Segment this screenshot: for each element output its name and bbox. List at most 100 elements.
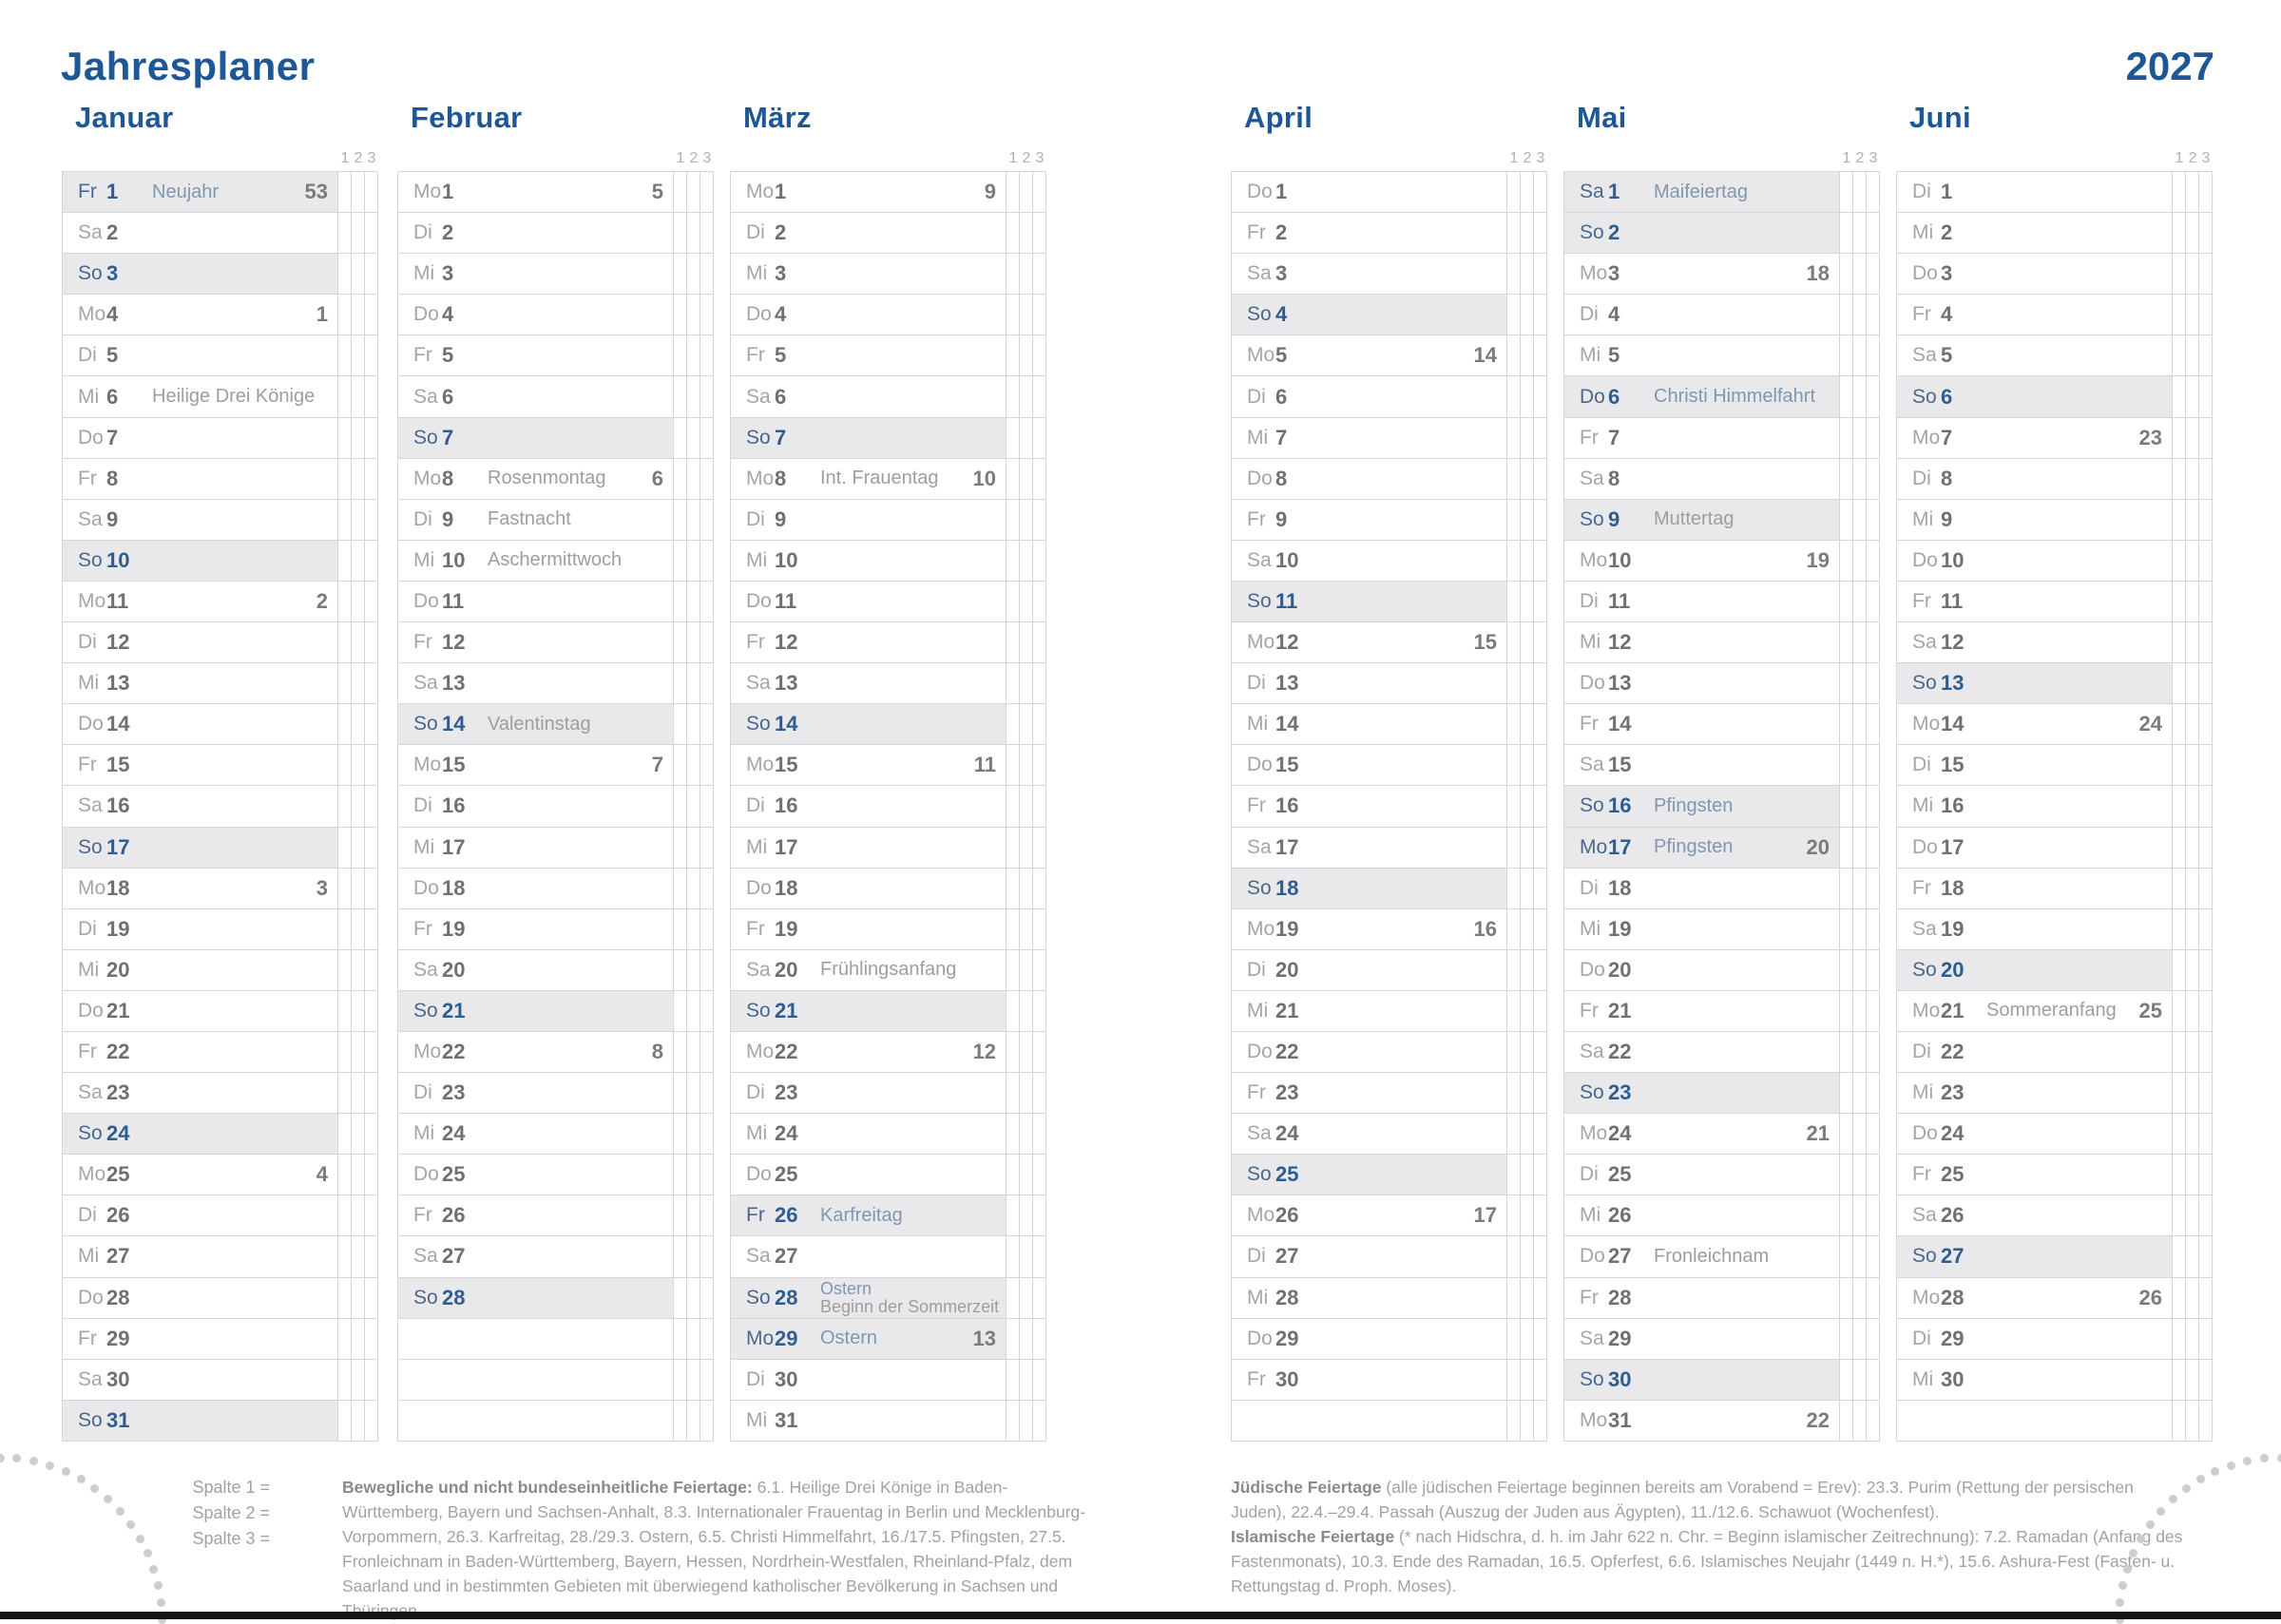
marker-cell [1020,663,1033,703]
marker-cell [1840,1073,1853,1113]
weekday-label: Mo [1232,631,1275,654]
day-number: 31 [106,1408,150,1433]
marker-cell [1507,1073,1521,1113]
day-number: 5 [442,343,486,368]
marker-cell [338,869,352,908]
marker-cell [1020,1195,1033,1235]
column-number: 2 [1521,150,1534,167]
column-number: 3 [2199,150,2213,167]
day-number: 17 [1608,835,1652,860]
day-number: 12 [1608,630,1652,655]
marker-cell [1020,1236,1033,1276]
weekday-label: Do [1564,386,1608,409]
marker-cell [674,1195,687,1235]
marker-cell [1006,704,1020,744]
binding-dot-left [62,1467,70,1476]
marker-cell [1033,459,1046,499]
day-number: 16 [1941,793,1984,818]
marker-cell [352,704,365,744]
marker-cell [365,1114,378,1154]
binding-dot-left [0,1454,5,1462]
marker-cell [674,1236,687,1276]
marker-cell [1020,622,1033,662]
marker-cell [1534,172,1547,212]
marker-cell [1507,1195,1521,1235]
binding-dot-right [2277,1454,2281,1462]
marker-cell [352,909,365,949]
weekday-label: Di [731,221,775,244]
day-number: 9 [775,507,818,532]
weekday-label: Fr [398,344,442,367]
day-number: 11 [1941,589,1984,614]
weekday-label: Di [1232,959,1275,982]
marker-cell [352,622,365,662]
weekday-label: Fr [63,1328,106,1350]
weekday-label: Mi [1564,344,1608,367]
week-number: 5 [486,180,673,204]
marker-cell [674,335,687,375]
marker-cell [352,541,365,581]
marker-cell [1033,1073,1046,1113]
week-number: 19 [1652,548,1839,573]
weekday-label: Di [1564,303,1608,326]
weekday-label: Fr [398,918,442,941]
marker-cell [2186,335,2199,375]
weekday-label: Fr [1232,794,1275,817]
marker-cell [1867,869,1880,908]
marker-cell [1521,376,1534,416]
marker-cell [1521,335,1534,375]
marker-cell [2173,909,2186,949]
day-number: 18 [106,876,150,901]
day-number: 5 [775,343,818,368]
marker-cell [1867,950,1880,990]
day-number: 5 [106,343,150,368]
binding-dot-left [104,1495,112,1503]
day-number: 28 [1941,1286,1984,1310]
day-number: 24 [1941,1121,1984,1146]
marker-cell [1033,335,1046,375]
marker-cell [2199,950,2213,990]
weekday-label: Mo [398,1041,442,1063]
day-number: 31 [775,1408,818,1433]
marker-cell [674,1319,687,1359]
day-number: 15 [1608,753,1652,777]
marker-cell [1020,213,1033,253]
marker-cell [338,1278,352,1318]
marker-cell [1507,869,1521,908]
weekday-label: Di [63,1204,106,1227]
day-number: 11 [106,589,150,614]
marker-cell [1006,663,1020,703]
day-number: 4 [775,302,818,327]
day-number: 20 [1275,958,1319,983]
marker-cell [352,213,365,253]
holiday-label: Sommeranfang [1986,1000,2117,1022]
